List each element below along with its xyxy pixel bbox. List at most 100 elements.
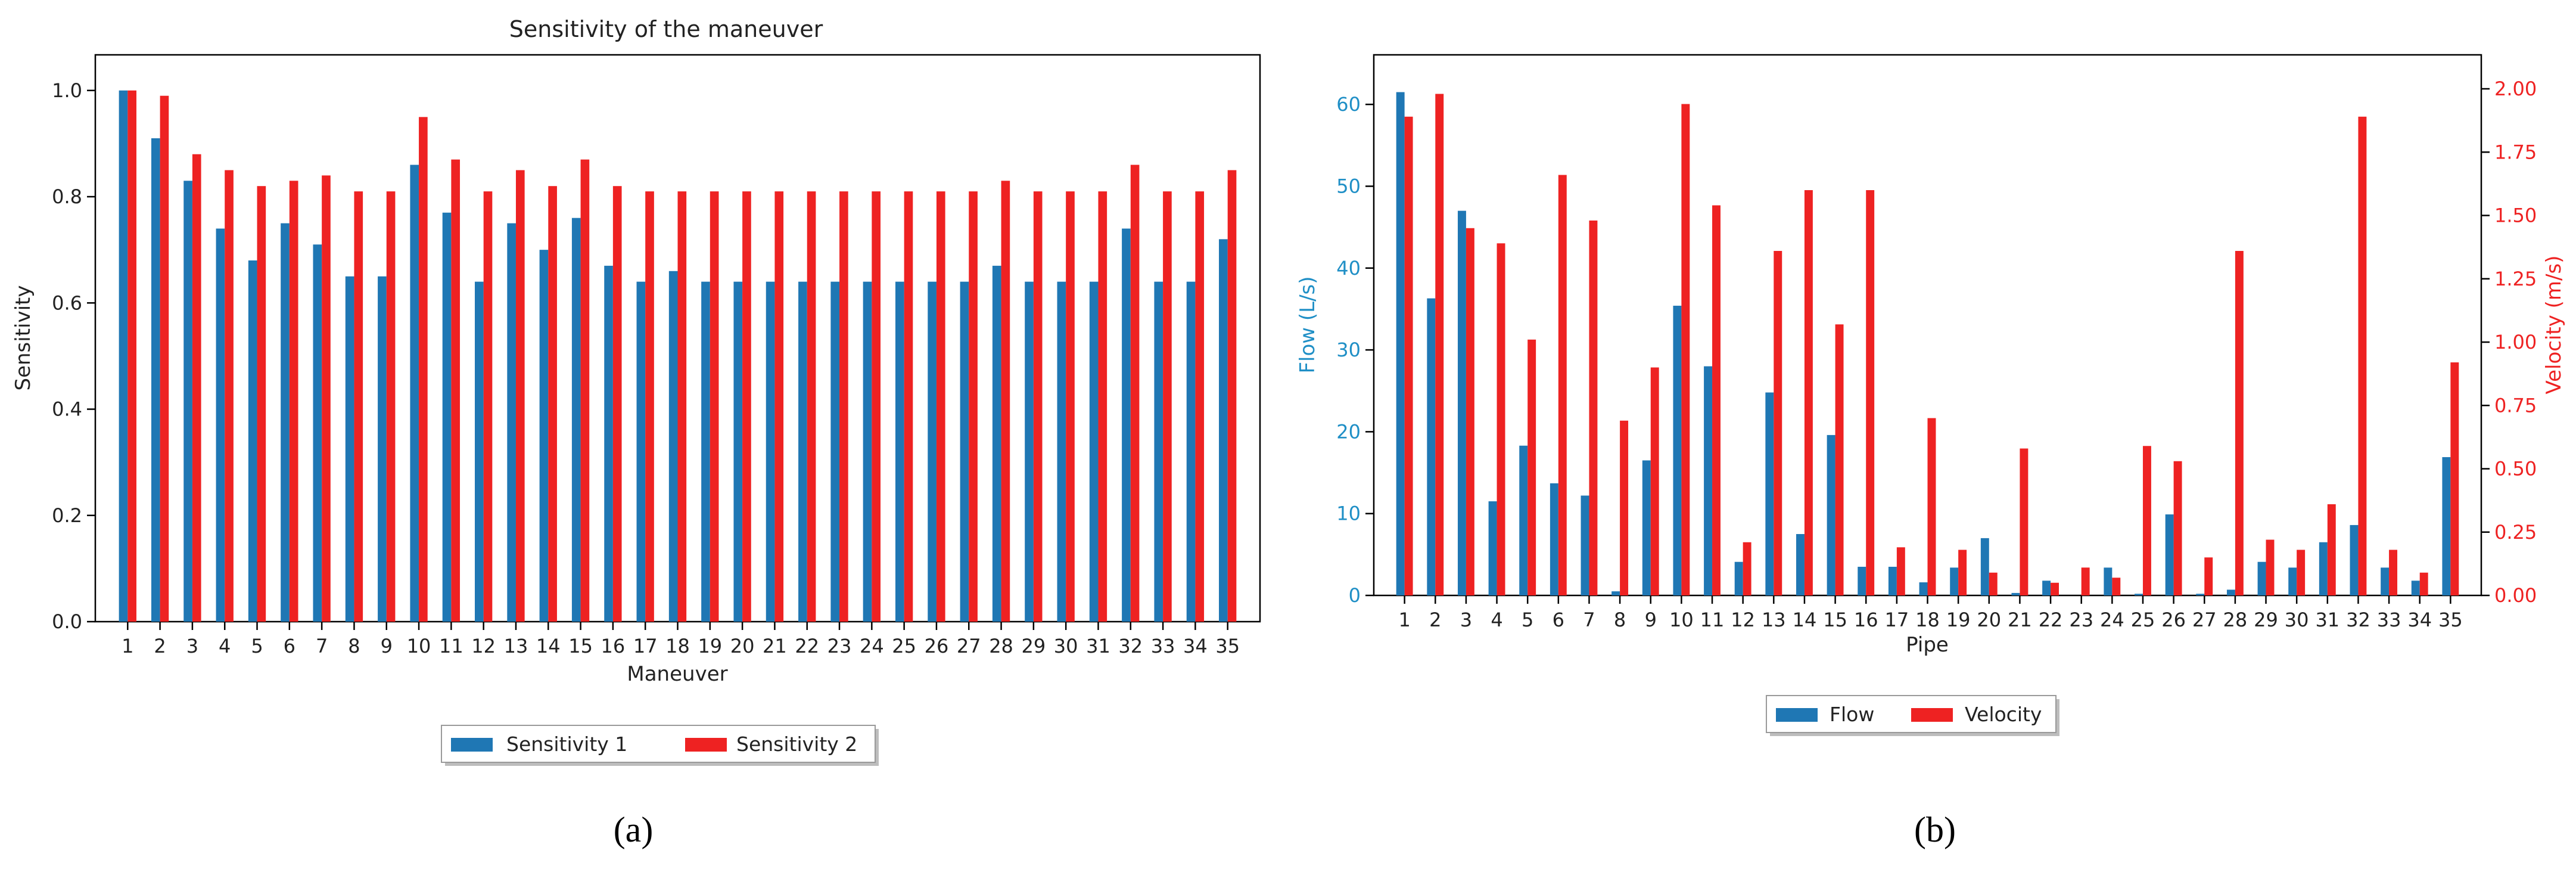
panel-b-caption: (b) [1914, 810, 1956, 849]
x-tick-label: 30 [1054, 635, 1078, 657]
x-tick-label: 8 [1614, 609, 1626, 631]
bar-sensitivity-1-5 [248, 260, 257, 622]
x-tick-label: 21 [763, 635, 787, 657]
chart-a-x-axis: 1 2 3 4 5 6 7 8 9 10 11 12 13 14 15 16 17 18 19 20 21 22 23 24 2… [122, 622, 1240, 657]
y-tick-label: 40 [1336, 257, 1361, 280]
bar-velocity-31 [2327, 504, 2336, 595]
x-tick-label: 20 [730, 635, 755, 657]
bar-sensitivity-2-26 [936, 191, 945, 622]
bar-sensitivity-2-15 [580, 159, 590, 622]
y-tick-label: 50 [1336, 175, 1361, 197]
y-tick-label: 0.4 [52, 398, 82, 421]
x-tick-label: 5 [251, 635, 263, 657]
bar-velocity-35 [2450, 362, 2459, 595]
x-tick-label: 4 [219, 635, 231, 657]
bar-sensitivity-1-34 [1186, 281, 1196, 622]
x-tick-label: 25 [892, 635, 916, 657]
bar-sensitivity-2-16 [612, 186, 622, 622]
bar-sensitivity-1-28 [992, 265, 1001, 622]
bar-flow-5 [1519, 445, 1528, 595]
bar-flow-7 [1581, 495, 1589, 595]
x-tick-label: 5 [1522, 609, 1533, 631]
bar-sensitivity-1-31 [1089, 281, 1099, 622]
bar-sensitivity-2-32 [1130, 165, 1140, 622]
y2-tick-label: 0.25 [2494, 521, 2537, 544]
legend-label-sensitivity-1: Sensitivity 1 [506, 733, 627, 756]
x-tick-label: 14 [536, 635, 561, 657]
legend-swatch-sensitivity-1 [451, 738, 493, 752]
x-tick-label: 25 [2131, 609, 2155, 631]
x-tick-label: 34 [1183, 635, 1208, 657]
x-tick-label: 21 [2008, 609, 2032, 631]
bar-velocity-30 [2297, 550, 2306, 595]
bar-flow-29 [2257, 561, 2266, 595]
x-tick-label: 9 [381, 635, 393, 657]
bar-sensitivity-2-33 [1163, 191, 1172, 622]
x-tick-label: 7 [316, 635, 328, 657]
y-tick-label: 0.8 [52, 185, 82, 208]
x-tick-label: 14 [1793, 609, 1817, 631]
x-tick-label: 33 [1151, 635, 1175, 657]
bar-velocity-1 [1404, 116, 1413, 595]
bar-flow-2 [1427, 298, 1436, 595]
chart-b-legend: Flow Velocity [1766, 695, 2059, 736]
bar-flow-16 [1858, 566, 1866, 595]
bar-sensitivity-2-6 [289, 181, 298, 622]
x-tick-label: 3 [1460, 609, 1472, 631]
bar-sensitivity-2-12 [483, 191, 493, 622]
bar-velocity-15 [1835, 324, 1844, 595]
bar-sensitivity-2-24 [872, 191, 881, 622]
x-tick-label: 32 [1118, 635, 1143, 657]
x-tick-label: 26 [925, 635, 949, 657]
bar-velocity-21 [2020, 448, 2029, 595]
bar-velocity-4 [1497, 243, 1505, 595]
bar-sensitivity-1-23 [830, 281, 840, 622]
x-tick-label: 15 [568, 635, 593, 657]
x-tick-label: 16 [601, 635, 626, 657]
legend-label-flow: Flow [1830, 703, 1874, 726]
x-tick-label: 19 [698, 635, 722, 657]
x-tick-label: 32 [2346, 609, 2370, 631]
chart-a-xlabel: Maneuver [627, 662, 727, 686]
bar-velocity-3 [1466, 228, 1474, 595]
bar-sensitivity-1-24 [863, 281, 872, 622]
y-tick-label: 60 [1336, 93, 1361, 116]
x-tick-label: 3 [186, 635, 198, 657]
bar-flow-12 [1734, 561, 1743, 595]
bar-velocity-22 [2051, 582, 2059, 595]
x-tick-label: 34 [2407, 609, 2432, 631]
x-tick-label: 20 [1977, 609, 2001, 631]
chart-b-y2label: Velocity (m/s) [2542, 255, 2566, 394]
x-tick-label: 6 [284, 635, 295, 657]
bar-sensitivity-1-15 [571, 218, 581, 622]
bar-velocity-9 [1650, 367, 1659, 595]
bar-velocity-17 [1896, 547, 1905, 595]
legend-label-velocity: Velocity [1965, 703, 2042, 726]
bar-flow-15 [1827, 434, 1835, 595]
x-tick-label: 16 [1854, 609, 1878, 631]
bar-flow-6 [1550, 483, 1558, 595]
legend-swatch-velocity [1911, 708, 1953, 722]
bar-velocity-18 [1927, 418, 1936, 595]
bar-flow-28 [2226, 589, 2235, 595]
x-tick-label: 19 [1946, 609, 1971, 631]
bar-sensitivity-2-14 [548, 186, 557, 622]
bar-sensitivity-2-31 [1098, 191, 1107, 622]
bar-sensitivity-1-30 [1057, 281, 1066, 622]
x-tick-label: 7 [1583, 609, 1595, 631]
bar-sensitivity-2-18 [677, 191, 687, 622]
bar-sensitivity-1-27 [960, 281, 969, 622]
bar-sensitivity-2-11 [451, 159, 461, 622]
x-tick-label: 22 [795, 635, 819, 657]
bar-velocity-24 [2112, 578, 2121, 595]
bar-flow-26 [2165, 514, 2174, 595]
bar-velocity-10 [1681, 104, 1690, 595]
bar-sensitivity-1-7 [313, 244, 322, 622]
bar-sensitivity-2-34 [1195, 191, 1205, 622]
bar-sensitivity-1-35 [1219, 239, 1228, 622]
bar-sensitivity-1-2 [151, 138, 160, 622]
bar-velocity-14 [1804, 190, 1813, 595]
bar-sensitivity-1-1 [119, 90, 128, 622]
bar-sensitivity-1-12 [475, 281, 484, 622]
